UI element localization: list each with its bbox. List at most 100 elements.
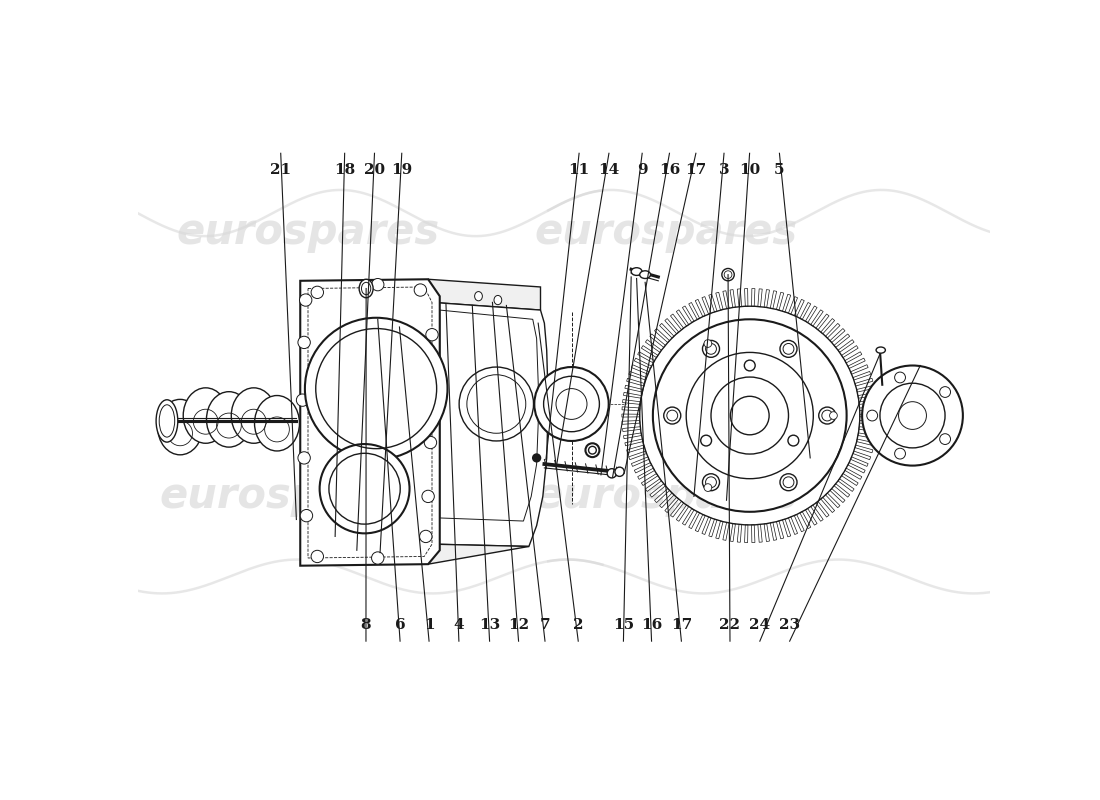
Polygon shape bbox=[859, 426, 877, 431]
Ellipse shape bbox=[474, 291, 483, 301]
Polygon shape bbox=[829, 329, 845, 342]
Polygon shape bbox=[834, 334, 849, 347]
Circle shape bbox=[745, 360, 756, 371]
Text: 15: 15 bbox=[613, 618, 634, 632]
Polygon shape bbox=[695, 514, 705, 532]
Ellipse shape bbox=[876, 347, 886, 353]
Polygon shape bbox=[629, 371, 647, 380]
Text: 8: 8 bbox=[361, 618, 372, 632]
Polygon shape bbox=[695, 299, 705, 317]
Text: 10: 10 bbox=[739, 162, 760, 177]
Polygon shape bbox=[654, 329, 670, 342]
Polygon shape bbox=[821, 318, 835, 334]
Circle shape bbox=[427, 382, 440, 394]
Polygon shape bbox=[848, 462, 866, 473]
Polygon shape bbox=[782, 519, 791, 537]
Polygon shape bbox=[676, 310, 689, 326]
Text: 23: 23 bbox=[779, 618, 800, 632]
Polygon shape bbox=[660, 493, 674, 508]
Polygon shape bbox=[850, 457, 868, 466]
Polygon shape bbox=[758, 289, 762, 306]
Polygon shape bbox=[800, 512, 811, 529]
Polygon shape bbox=[794, 299, 804, 317]
Circle shape bbox=[311, 286, 323, 298]
Polygon shape bbox=[805, 509, 817, 525]
Polygon shape bbox=[625, 386, 642, 392]
Circle shape bbox=[311, 550, 323, 562]
Polygon shape bbox=[682, 306, 694, 322]
Polygon shape bbox=[641, 346, 658, 358]
Polygon shape bbox=[805, 306, 817, 322]
Polygon shape bbox=[758, 524, 762, 542]
Polygon shape bbox=[751, 289, 755, 306]
Polygon shape bbox=[300, 279, 440, 566]
Text: 4: 4 bbox=[453, 618, 464, 632]
Circle shape bbox=[862, 366, 962, 466]
Polygon shape bbox=[859, 421, 878, 424]
Polygon shape bbox=[770, 290, 777, 309]
Polygon shape bbox=[852, 371, 871, 380]
Circle shape bbox=[419, 530, 432, 542]
Circle shape bbox=[703, 474, 719, 490]
Polygon shape bbox=[852, 451, 871, 460]
Polygon shape bbox=[858, 392, 876, 398]
Polygon shape bbox=[764, 523, 770, 542]
Polygon shape bbox=[716, 521, 723, 539]
Circle shape bbox=[426, 329, 438, 341]
Ellipse shape bbox=[207, 392, 252, 447]
Text: 17: 17 bbox=[685, 162, 706, 177]
Polygon shape bbox=[671, 314, 683, 330]
Polygon shape bbox=[845, 352, 861, 363]
Polygon shape bbox=[751, 525, 755, 542]
Polygon shape bbox=[623, 426, 640, 431]
Polygon shape bbox=[782, 294, 791, 312]
Circle shape bbox=[829, 412, 837, 419]
Ellipse shape bbox=[254, 395, 299, 451]
Text: 22: 22 bbox=[719, 618, 740, 632]
Text: 24: 24 bbox=[749, 618, 770, 632]
Polygon shape bbox=[723, 290, 729, 309]
Circle shape bbox=[300, 510, 312, 522]
Text: 5: 5 bbox=[774, 162, 784, 177]
Polygon shape bbox=[859, 406, 878, 410]
Circle shape bbox=[780, 474, 798, 490]
Circle shape bbox=[615, 467, 624, 476]
Polygon shape bbox=[855, 378, 873, 386]
Ellipse shape bbox=[184, 388, 228, 443]
Polygon shape bbox=[777, 521, 783, 539]
Text: 18: 18 bbox=[334, 162, 355, 177]
Polygon shape bbox=[777, 292, 783, 310]
Polygon shape bbox=[638, 468, 654, 479]
Polygon shape bbox=[708, 519, 717, 537]
Polygon shape bbox=[428, 544, 529, 564]
Ellipse shape bbox=[231, 388, 276, 443]
Circle shape bbox=[535, 367, 608, 441]
Ellipse shape bbox=[359, 279, 373, 298]
Polygon shape bbox=[745, 289, 748, 306]
Text: 17: 17 bbox=[671, 618, 692, 632]
Polygon shape bbox=[811, 310, 823, 326]
Polygon shape bbox=[664, 498, 679, 513]
Polygon shape bbox=[702, 297, 711, 314]
Polygon shape bbox=[654, 489, 670, 502]
Circle shape bbox=[585, 443, 600, 457]
Text: 13: 13 bbox=[478, 618, 500, 632]
Polygon shape bbox=[764, 290, 770, 307]
Circle shape bbox=[425, 436, 437, 449]
Polygon shape bbox=[850, 365, 868, 374]
Polygon shape bbox=[825, 493, 840, 508]
Polygon shape bbox=[641, 474, 658, 486]
Circle shape bbox=[939, 386, 950, 398]
Polygon shape bbox=[629, 451, 647, 460]
Polygon shape bbox=[708, 294, 717, 312]
Polygon shape bbox=[811, 505, 823, 522]
Polygon shape bbox=[859, 399, 877, 404]
Polygon shape bbox=[794, 514, 804, 532]
Circle shape bbox=[532, 454, 541, 462]
Circle shape bbox=[703, 340, 719, 358]
Circle shape bbox=[298, 452, 310, 464]
Polygon shape bbox=[789, 297, 797, 314]
Circle shape bbox=[422, 490, 435, 502]
Text: 16: 16 bbox=[641, 618, 662, 632]
Text: 2: 2 bbox=[573, 618, 583, 632]
